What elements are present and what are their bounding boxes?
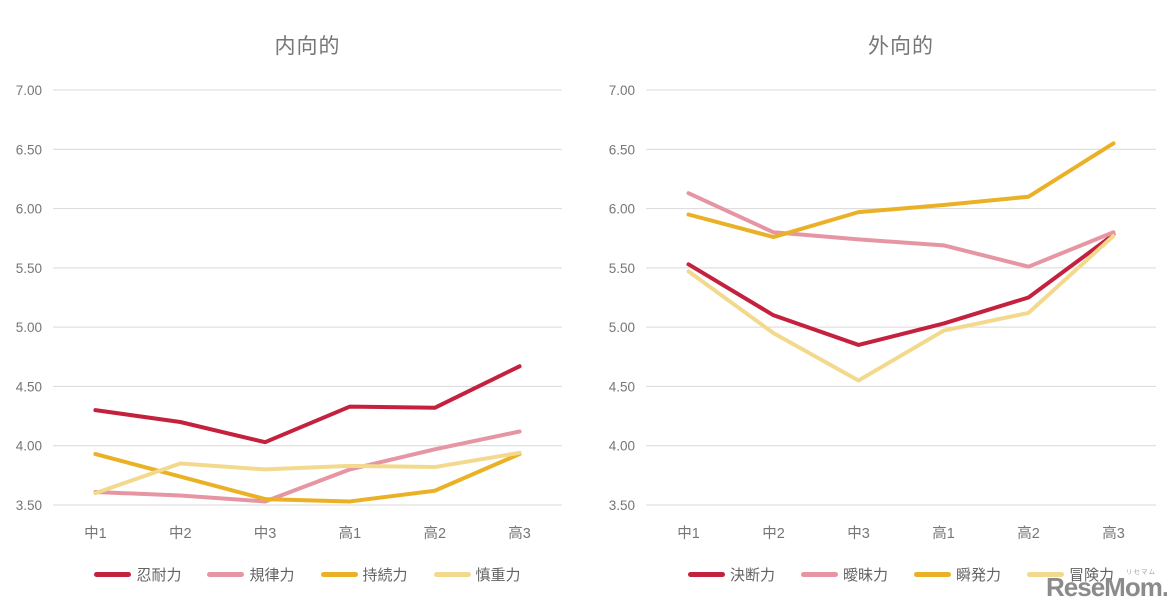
watermark-furigana: リセマム xyxy=(1126,569,1156,576)
x-axis-tick-label: 中2 xyxy=(169,525,192,542)
x-axis-tick-label: 高1 xyxy=(339,525,362,542)
legend-label-adventure: 冒険力 xyxy=(1069,567,1115,584)
y-axis-tick-label: 5.50 xyxy=(16,261,42,276)
extrovert-legend: 決断力 曖昧力 瞬発力 冒険力 xyxy=(646,564,1156,585)
series-line-caution xyxy=(93,450,522,496)
legend-marker-decisiveness xyxy=(687,572,725,577)
y-axis-tick-label: 7.00 xyxy=(16,83,42,98)
legend-marker-persistence xyxy=(320,572,358,577)
introvert-chart: 内向的 7.00 6.50 6.00 5.50 5.00 4.50 4.00 3.50 中1 中2… xyxy=(0,0,580,611)
x-axis-tick-label: 高3 xyxy=(1102,525,1125,542)
series-line-discipline xyxy=(93,429,522,504)
legend-item-adventure: 冒険力 xyxy=(1027,564,1114,585)
legend-label-ambiguity: 曖昧力 xyxy=(842,567,888,584)
series-line-ambiguity xyxy=(686,191,1116,269)
legend-marker-quickness xyxy=(914,572,951,577)
y-axis-tick-label: 4.00 xyxy=(16,439,42,454)
series-line-quickness xyxy=(686,141,1116,240)
x-axis-tick-label: 中1 xyxy=(677,525,700,542)
x-axis-tick-label: 高3 xyxy=(508,525,531,542)
introvert-plot-area: 7.00 6.50 6.00 5.50 5.00 4.50 4.00 3.50 中1 中2 中3 高1… xyxy=(16,83,562,542)
x-axis-tick-label: 中2 xyxy=(762,525,785,542)
extrovert-chart: 外向的 7.00 6.50 6.00 5.50 5.00 4.50 4.00 3.50 中1 中2… xyxy=(580,0,1167,611)
legend-item-ambiguity: 曖昧力 xyxy=(800,564,888,585)
legend-label-persistence: 持続力 xyxy=(362,567,408,584)
x-axis-tick-label: 高2 xyxy=(423,525,446,542)
legend-item-caution: 慎重力 xyxy=(433,564,521,585)
watermark-logo-text: ReseMom. xyxy=(1046,572,1167,602)
legend-label-endurance: 忍耐力 xyxy=(136,567,182,584)
y-axis-tick-label: 3.50 xyxy=(16,498,42,513)
resemom-watermark: リセマム ReseMom. xyxy=(1046,569,1167,606)
series-line-persistence xyxy=(93,452,522,504)
series-line-adventure xyxy=(686,233,1116,383)
legend-item-decisiveness: 決断力 xyxy=(687,564,775,585)
legend-label-quickness: 瞬発力 xyxy=(956,567,1002,584)
y-axis-tick-label: 6.50 xyxy=(16,142,42,157)
legend-item-endurance: 忍耐力 xyxy=(94,564,181,585)
legend-marker-caution xyxy=(433,572,471,577)
legend-marker-ambiguity xyxy=(800,572,838,577)
x-axis-tick-label: 中1 xyxy=(84,525,107,542)
y-axis-tick-label: 4.50 xyxy=(609,379,635,394)
legend-label-caution: 慎重力 xyxy=(475,567,521,584)
y-axis-tick-label: 3.50 xyxy=(609,498,635,513)
series-line-endurance xyxy=(93,364,522,445)
y-axis-tick-label: 6.00 xyxy=(609,202,635,217)
legend-item-discipline: 規律力 xyxy=(207,564,295,585)
legend-marker-endurance xyxy=(94,572,132,577)
legend-marker-adventure xyxy=(1027,572,1065,577)
x-axis-tick-label: 高1 xyxy=(932,525,955,542)
y-axis-tick-label: 5.00 xyxy=(16,320,42,335)
y-axis-tick-label: 5.50 xyxy=(609,261,635,276)
introvert-legend: 忍耐力 規律力 持続力 慎重力 xyxy=(53,564,562,585)
chart-title-extrovert: 外向的 xyxy=(868,35,934,58)
extrovert-plot-area: 7.00 6.50 6.00 5.50 5.00 4.50 4.00 3.50 中1 中2 中3 高1… xyxy=(609,83,1156,542)
chart-title-introvert: 内向的 xyxy=(274,35,341,58)
legend-label-discipline: 規律力 xyxy=(249,567,295,584)
series-line-decisiveness xyxy=(686,232,1116,347)
x-axis-tick-label: 高2 xyxy=(1017,525,1040,542)
y-axis-tick-label: 5.00 xyxy=(609,320,635,335)
y-axis-tick-label: 4.50 xyxy=(16,379,42,394)
y-axis-tick-label: 6.50 xyxy=(609,142,635,157)
y-axis-tick-label: 6.00 xyxy=(16,202,42,217)
legend-item-persistence: 持続力 xyxy=(320,564,408,585)
legend-marker-discipline xyxy=(207,572,245,577)
x-axis-tick-label: 中3 xyxy=(254,525,277,542)
y-axis-tick-label: 7.00 xyxy=(609,83,635,98)
y-axis-tick-label: 4.00 xyxy=(609,439,635,454)
legend-item-quickness: 瞬発力 xyxy=(914,564,1001,585)
x-axis-tick-label: 中3 xyxy=(847,525,870,542)
legend-label-decisiveness: 決断力 xyxy=(729,567,775,584)
